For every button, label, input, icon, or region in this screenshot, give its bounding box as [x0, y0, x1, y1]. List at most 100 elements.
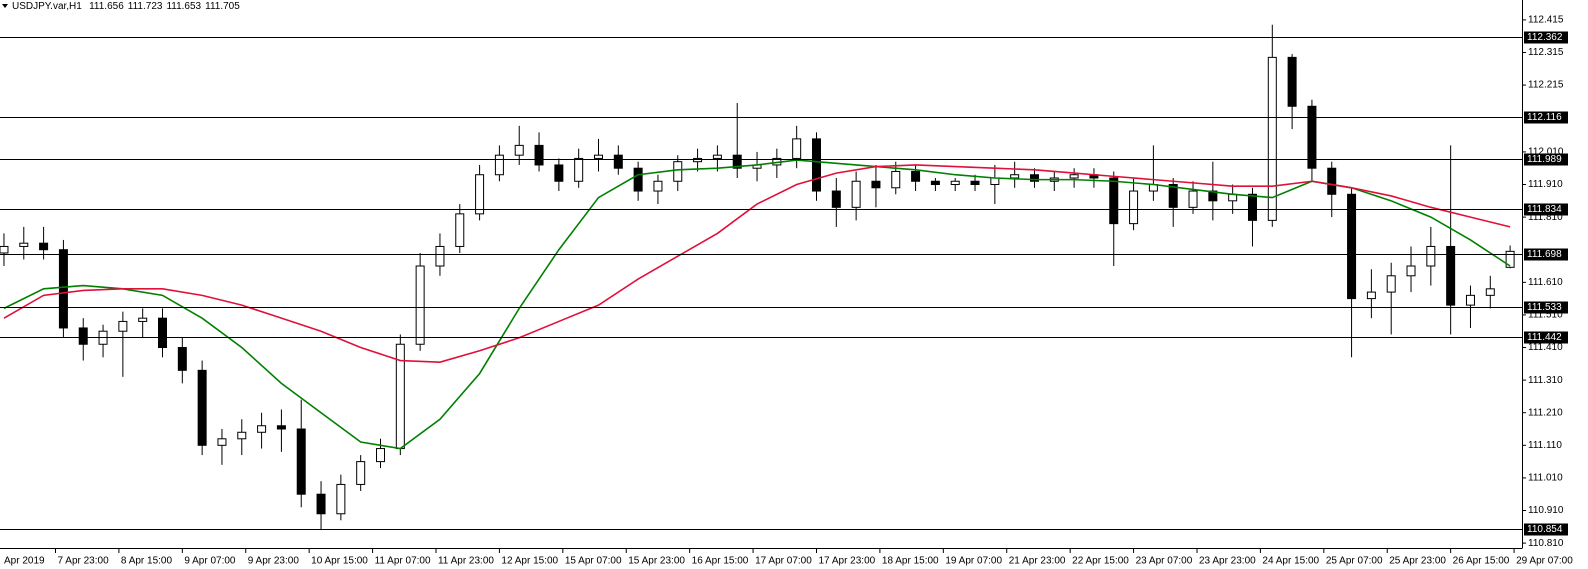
level-label-box [1524, 153, 1568, 166]
candle-body [1069, 174, 1079, 179]
level-label: 110.854 [1527, 524, 1563, 535]
candle-body [950, 180, 960, 186]
candle-body [1129, 190, 1139, 225]
y-tick-label: 111.610 [1528, 277, 1563, 288]
x-tick-label: 10 Apr 15:00 [311, 556, 368, 567]
candle-body [0, 245, 9, 254]
candle-body [197, 369, 207, 446]
y-tick-label: 112.315 [1528, 47, 1564, 58]
header-price: 111.656 [89, 1, 124, 12]
candle-body [792, 138, 802, 159]
x-tick-label: 25 Apr 23:00 [1389, 556, 1446, 567]
candle-body [673, 161, 683, 182]
x-tick-label: 12 Apr 15:00 [501, 556, 558, 567]
x-tick-label: 8 Apr 15:00 [121, 556, 173, 567]
candle-body [1426, 245, 1436, 267]
candle-body [415, 265, 425, 345]
y-tick-label: 111.110 [1528, 440, 1562, 451]
candle-body [296, 428, 306, 495]
candle-body [455, 213, 465, 247]
candle-body [930, 180, 940, 186]
header-price: 111.653 [166, 1, 201, 12]
candle-body [1188, 190, 1198, 208]
y-tick-label: 111.210 [1528, 407, 1563, 418]
x-tick-label: 21 Apr 23:00 [1009, 556, 1066, 567]
y-tick-label: 112.215 [1528, 80, 1564, 91]
candle-body [19, 242, 29, 247]
level-label-box [1524, 203, 1568, 216]
x-tick-label: 9 Apr 23:00 [248, 556, 300, 567]
candle-body [593, 154, 603, 159]
x-tick-label: 17 Apr 07:00 [755, 556, 812, 567]
ma-line [3, 159, 1511, 450]
chart-title: USDJPY.var,H1 [12, 1, 82, 12]
y-tick-label: 111.810 [1528, 212, 1563, 223]
candle-body [732, 154, 742, 169]
x-tick-label: 18 Apr 15:00 [882, 556, 939, 567]
x-tick-label: 17 Apr 23:00 [818, 556, 875, 567]
candle-body [990, 177, 1000, 186]
candle-body [1386, 275, 1396, 293]
candle-body [78, 327, 88, 345]
candle-body [1406, 265, 1416, 277]
menu-arrow[interactable] [2, 4, 8, 8]
level-label-box [1524, 248, 1568, 261]
candle-body [1366, 291, 1376, 300]
candle-body [514, 144, 524, 156]
candle-body [911, 170, 921, 182]
candle-body [316, 493, 326, 515]
candle-body [534, 144, 544, 166]
candle-body [1287, 56, 1297, 107]
candle-body [891, 170, 901, 189]
candle-body [58, 249, 68, 329]
chart-header: USDJPY.var,H1 111.656 111.723 111.653 111.70… [12, 1, 240, 12]
y-tick-label: 110.810 [1528, 538, 1564, 549]
candle-body [1267, 56, 1277, 221]
level-label: 111.834 [1527, 204, 1562, 215]
level-label: 111.533 [1527, 302, 1562, 313]
candle-body [138, 317, 148, 322]
candle-body [831, 190, 841, 208]
ma-line [3, 164, 1511, 363]
candle-body [1505, 250, 1515, 268]
x-tick-label: 24 Apr 15:00 [1262, 556, 1319, 567]
candle-body [1446, 245, 1456, 306]
candle-body [693, 157, 703, 163]
candle-body [336, 483, 346, 515]
level-label: 111.698 [1527, 249, 1562, 260]
candle-body [39, 242, 49, 251]
x-tick-label: 29 Apr 07:00 [1516, 556, 1573, 567]
header-price: 111.705 [205, 1, 240, 12]
x-tick-label: 16 Apr 15:00 [692, 556, 749, 567]
candle-body [356, 461, 366, 485]
candle-body [217, 438, 227, 446]
y-tick-label: 111.910 [1528, 179, 1563, 190]
x-tick-label: 26 Apr 15:00 [1453, 556, 1510, 567]
candle-body [554, 164, 564, 182]
level-label-box [1524, 523, 1568, 536]
candle-body [376, 448, 385, 463]
candle-body [1208, 190, 1218, 202]
level-label-box [1524, 301, 1568, 314]
candle-body [1485, 288, 1495, 296]
candle-body [811, 138, 821, 192]
candle-body [1347, 193, 1357, 300]
candle-body [494, 154, 504, 176]
y-tick-label: 111.010 [1528, 473, 1563, 484]
x-tick-label: 11 Apr 07:00 [375, 556, 431, 567]
candle-body [158, 317, 168, 349]
candle-body [435, 245, 445, 267]
x-tick-label: 19 Apr 07:00 [945, 556, 1002, 567]
candle-body [177, 347, 187, 371]
y-tick-label: 111.410 [1528, 342, 1563, 353]
x-tick-label: 9 Apr 07:00 [184, 556, 236, 567]
candle-body [1029, 174, 1039, 182]
level-label-box [1524, 31, 1568, 44]
candle-body [257, 425, 267, 433]
candle-body [118, 320, 128, 332]
candle-body [1307, 105, 1317, 169]
level-label: 111.989 [1527, 154, 1562, 165]
